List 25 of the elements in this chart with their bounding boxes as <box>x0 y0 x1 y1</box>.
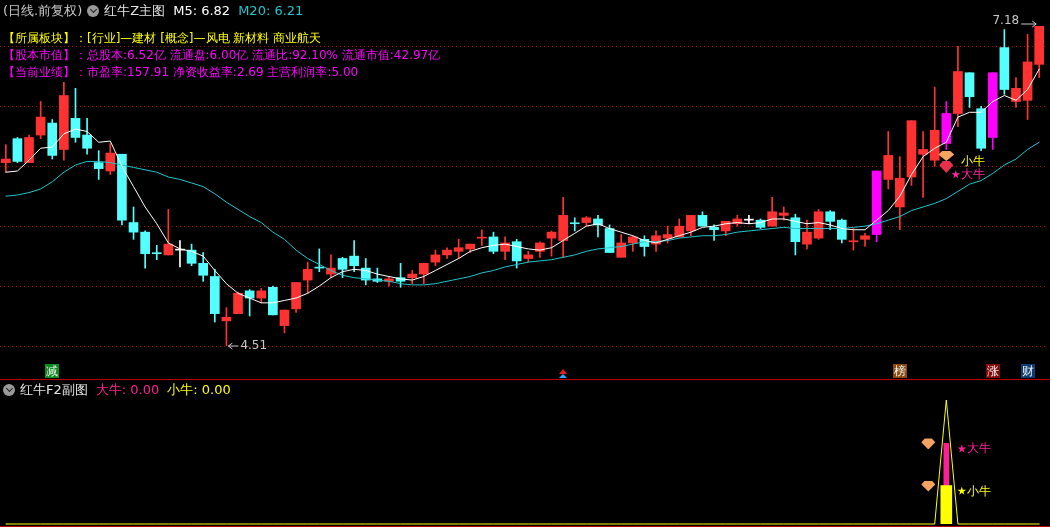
annotation: 【所属板块】：[行业]—建材 [概念]—风电 新材料 商业航天 <box>3 31 322 45</box>
text: 大牛: 0.00 <box>95 382 160 397</box>
annotation: 大牛 <box>961 167 986 181</box>
candlestick <box>151 245 162 261</box>
text: 财 <box>1020 364 1035 378</box>
annotation: 7.18 <box>992 13 1020 28</box>
annotation: 【股本市值】：总股本:6.52亿 流通盘:6.00亿 流通比:92.10% 流通市值:42.97亿 <box>3 48 441 62</box>
text: 小牛: 0.00 <box>167 382 231 397</box>
candlestick <box>918 131 928 198</box>
chart-title: (日线.前复权) <box>3 3 83 18</box>
candlestick <box>569 217 580 232</box>
annotation: 小牛 <box>961 154 986 168</box>
text: 涨 <box>985 364 1000 378</box>
annotation: 小牛 <box>967 483 992 498</box>
text: M5: 6.82 <box>173 3 231 18</box>
annotation: 【当前业绩】：市盈率:157.91 净资收益率:2.69 主营利润率:5.00 <box>3 65 359 79</box>
text: M20: 6.21 <box>238 3 304 18</box>
chart-subtitle: 红牛Z主图 <box>104 3 166 18</box>
annotation: 大牛 <box>967 441 992 456</box>
text: 减 <box>45 364 60 378</box>
chart-title: 红牛F2副图 <box>20 382 88 397</box>
candlestick <box>0 144 11 173</box>
annotation: 4.51 <box>240 338 268 353</box>
candlestick <box>93 150 104 180</box>
text: 榜 <box>892 364 907 378</box>
